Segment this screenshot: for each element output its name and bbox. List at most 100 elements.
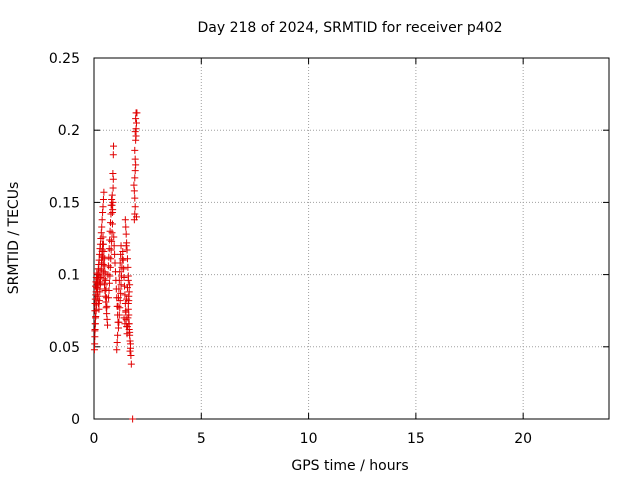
data-point bbox=[133, 109, 141, 117]
axis-ticks: 0 5 10 15 20 0 0.05 0.1 0.15 0.2 0.25 bbox=[49, 51, 609, 447]
data-point bbox=[107, 210, 115, 218]
data-point bbox=[105, 279, 113, 287]
data-point bbox=[109, 184, 117, 192]
data-point bbox=[96, 278, 104, 286]
data-point bbox=[127, 360, 135, 368]
data-point bbox=[108, 201, 116, 209]
data-point bbox=[125, 311, 133, 319]
data-point bbox=[116, 259, 124, 267]
data-point bbox=[106, 263, 114, 271]
data-point bbox=[91, 340, 99, 348]
data-point bbox=[121, 291, 129, 299]
x-tick-label: 5 bbox=[197, 431, 206, 447]
grid-lines bbox=[94, 58, 609, 419]
data-point bbox=[108, 229, 116, 237]
y-tick-label: 0.2 bbox=[58, 123, 80, 139]
data-point bbox=[132, 119, 140, 127]
x-tick-label: 0 bbox=[90, 431, 99, 447]
data-point bbox=[113, 346, 121, 354]
data-point bbox=[108, 191, 116, 199]
data-point bbox=[126, 340, 134, 348]
data-point bbox=[110, 142, 118, 150]
data-point bbox=[107, 219, 115, 227]
data-point bbox=[103, 302, 111, 310]
data-point bbox=[126, 347, 134, 355]
data-point bbox=[114, 331, 122, 339]
data-point bbox=[123, 284, 131, 292]
data-point bbox=[129, 415, 137, 423]
data-point bbox=[99, 233, 107, 241]
data-point bbox=[109, 151, 117, 159]
data-point bbox=[105, 294, 113, 302]
data-point bbox=[123, 246, 131, 254]
x-tick-label: 20 bbox=[514, 431, 532, 447]
data-point bbox=[131, 128, 139, 136]
data-point bbox=[102, 276, 110, 284]
data-point bbox=[99, 240, 107, 248]
data-point bbox=[119, 256, 127, 264]
data-point bbox=[120, 265, 128, 273]
data-point bbox=[99, 253, 107, 261]
data-point bbox=[94, 281, 102, 289]
data-point bbox=[115, 311, 123, 319]
data-point bbox=[99, 196, 107, 204]
x-axis-title: GPS time / hours bbox=[291, 458, 408, 474]
data-point bbox=[125, 292, 133, 300]
data-point bbox=[131, 210, 139, 218]
data-point bbox=[124, 263, 132, 271]
data-point bbox=[114, 302, 122, 310]
data-point bbox=[117, 242, 125, 250]
data-point bbox=[125, 320, 133, 328]
data-point bbox=[127, 351, 135, 359]
data-point bbox=[99, 203, 107, 211]
data-point bbox=[122, 230, 130, 238]
data-point bbox=[104, 321, 112, 329]
data-point bbox=[114, 294, 122, 302]
data-point bbox=[110, 233, 118, 241]
data-point bbox=[131, 146, 139, 154]
data-point bbox=[116, 268, 124, 276]
data-point bbox=[117, 289, 125, 297]
data-point bbox=[131, 155, 139, 163]
data-point bbox=[93, 288, 101, 296]
data-point bbox=[124, 299, 132, 307]
y-axis-title: SRMTID / TECUs bbox=[6, 182, 22, 295]
data-point bbox=[99, 260, 107, 268]
data-point bbox=[107, 246, 115, 254]
y-tick-label: 0.05 bbox=[49, 340, 80, 356]
data-point bbox=[94, 292, 102, 300]
data-point bbox=[108, 220, 116, 228]
data-point bbox=[113, 338, 121, 346]
y-tick-label: 0.25 bbox=[49, 51, 80, 67]
data-point bbox=[131, 203, 139, 211]
data-point bbox=[106, 272, 114, 280]
y-tick-label: 0.1 bbox=[58, 268, 80, 284]
data-point bbox=[115, 285, 123, 293]
data-point bbox=[95, 265, 103, 273]
data-point bbox=[108, 237, 116, 245]
data-point bbox=[123, 255, 131, 263]
data-point bbox=[109, 206, 117, 214]
data-point bbox=[132, 213, 140, 221]
x-tick-label: 10 bbox=[300, 431, 318, 447]
data-point bbox=[121, 216, 129, 224]
data-points bbox=[90, 109, 141, 423]
data-point bbox=[115, 276, 123, 284]
data-point bbox=[131, 174, 139, 182]
y-tick-label: 0 bbox=[71, 412, 80, 428]
data-point bbox=[109, 170, 117, 178]
data-point bbox=[111, 250, 119, 258]
data-point bbox=[117, 281, 125, 289]
data-point bbox=[105, 286, 113, 294]
data-point bbox=[122, 307, 130, 315]
data-point bbox=[132, 132, 140, 140]
data-point bbox=[91, 320, 99, 328]
data-point bbox=[116, 304, 124, 312]
data-point bbox=[106, 227, 114, 235]
data-point bbox=[98, 216, 106, 224]
plot-area-frame bbox=[93, 57, 610, 420]
data-point bbox=[130, 181, 138, 189]
data-point bbox=[122, 223, 130, 231]
data-point bbox=[131, 194, 139, 202]
data-point bbox=[120, 273, 128, 281]
